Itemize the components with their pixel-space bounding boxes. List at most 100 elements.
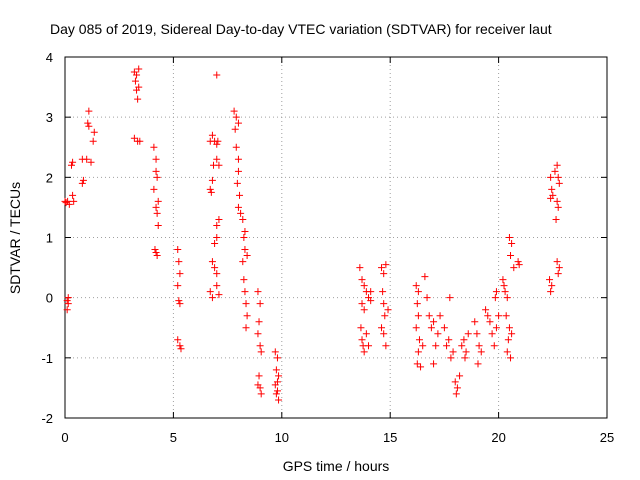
data-point xyxy=(362,330,370,338)
data-point xyxy=(154,221,162,229)
data-point xyxy=(79,176,87,184)
data-point xyxy=(131,77,139,85)
data-point xyxy=(423,294,431,302)
data-point xyxy=(382,342,390,350)
data-point xyxy=(443,342,451,350)
data-point xyxy=(358,336,366,344)
data-point xyxy=(240,276,248,284)
plot-frame xyxy=(64,56,608,419)
data-point xyxy=(440,324,448,332)
data-point xyxy=(460,336,468,344)
data-point xyxy=(432,342,440,350)
data-point xyxy=(548,185,556,193)
data-point xyxy=(412,282,420,290)
data-point xyxy=(475,342,483,350)
data-point xyxy=(449,348,457,356)
data-point xyxy=(133,71,141,79)
x-tick-label: 0 xyxy=(61,430,68,445)
data-point xyxy=(275,396,283,404)
data-point xyxy=(446,294,454,302)
data-point xyxy=(136,137,144,145)
data-point xyxy=(430,318,438,326)
data-point xyxy=(255,318,263,326)
data-point xyxy=(272,390,280,398)
x-tick-label: 5 xyxy=(170,430,177,445)
data-point xyxy=(64,197,72,205)
data-point xyxy=(482,306,490,314)
data-point xyxy=(271,348,279,356)
data-point xyxy=(510,264,518,272)
data-point xyxy=(488,330,496,338)
data-point xyxy=(378,264,386,272)
data-point xyxy=(150,143,158,151)
data-point xyxy=(174,282,182,290)
data-point xyxy=(492,288,500,296)
data-point xyxy=(505,234,513,241)
data-point xyxy=(367,297,375,305)
x-tick-label: 15 xyxy=(383,430,397,445)
data-point xyxy=(152,249,160,257)
data-point xyxy=(213,71,221,79)
data-point xyxy=(484,312,492,320)
y-tick-label: 0 xyxy=(46,291,53,306)
data-point xyxy=(507,252,515,260)
data-point xyxy=(231,125,239,133)
data-point xyxy=(135,65,143,73)
data-point xyxy=(176,270,184,278)
data-point xyxy=(547,173,555,181)
data-point xyxy=(458,342,466,350)
data-point xyxy=(552,215,560,223)
data-point xyxy=(208,258,216,266)
data-point xyxy=(508,330,516,338)
data-point xyxy=(501,288,509,296)
data-point xyxy=(367,288,375,296)
data-point xyxy=(254,330,262,338)
data-point xyxy=(257,390,265,398)
data-point xyxy=(211,240,219,248)
data-point xyxy=(358,300,366,308)
x-tick-label: 25 xyxy=(600,430,614,445)
data-point xyxy=(213,234,221,241)
data-point xyxy=(232,113,240,121)
y-tick-label: 3 xyxy=(46,110,53,125)
data-point xyxy=(241,246,249,254)
data-point xyxy=(453,384,461,392)
data-point xyxy=(273,387,281,395)
data-point xyxy=(490,342,498,350)
data-point xyxy=(384,306,392,314)
data-point xyxy=(414,348,422,356)
data-point xyxy=(502,312,510,320)
data-point xyxy=(213,140,221,148)
data-point xyxy=(380,270,388,278)
data-point xyxy=(213,282,221,290)
data-point xyxy=(215,291,223,299)
data-point xyxy=(414,312,422,320)
data-point xyxy=(85,107,93,115)
data-point xyxy=(419,342,427,350)
data-point xyxy=(63,306,71,314)
data-point xyxy=(206,288,214,296)
data-point xyxy=(242,300,250,308)
x-tick-label: 10 xyxy=(275,430,289,445)
data-point xyxy=(357,324,365,332)
data-point xyxy=(85,122,93,130)
data-point xyxy=(152,155,160,163)
data-point xyxy=(503,294,511,302)
data-point xyxy=(464,330,472,338)
data-point xyxy=(234,203,242,211)
data-point xyxy=(153,209,161,217)
data-points xyxy=(61,65,563,404)
data-point xyxy=(503,348,511,356)
data-point xyxy=(412,324,420,332)
data-point xyxy=(554,173,562,181)
data-point xyxy=(206,185,214,193)
data-point xyxy=(504,336,512,344)
data-point xyxy=(554,270,562,278)
data-point xyxy=(87,158,95,166)
data-point xyxy=(175,297,183,305)
data-point xyxy=(356,264,364,272)
data-point xyxy=(150,185,158,193)
data-point xyxy=(208,131,216,139)
data-point xyxy=(241,227,249,235)
